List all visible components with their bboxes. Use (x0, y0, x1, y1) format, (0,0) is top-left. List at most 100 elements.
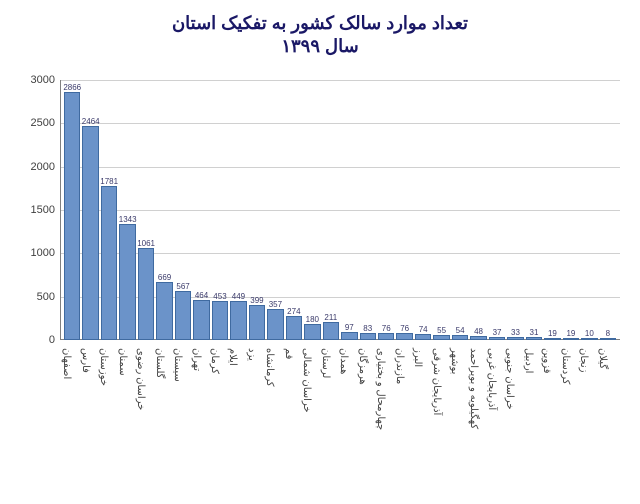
bar: 55 (433, 335, 449, 340)
bar-value-label: 1781 (100, 177, 118, 186)
bar-group: 37 (489, 337, 505, 340)
bar: 1343 (119, 224, 135, 340)
bar: 19 (544, 338, 560, 340)
bar: 669 (156, 282, 172, 340)
bar-group: 10 (581, 338, 597, 340)
bar-group: 453 (212, 301, 228, 340)
bar: 74 (415, 334, 431, 340)
y-tick-label: 2500 (31, 117, 55, 129)
bar: 211 (323, 322, 339, 340)
y-tick-label: 0 (49, 334, 55, 346)
bar-group: 33 (507, 337, 523, 340)
bar-group: 55 (433, 335, 449, 340)
bar-value-label: 453 (213, 292, 226, 301)
bar-group: 1343 (119, 224, 135, 340)
plot-area: 2866246417811343106166956746445344939935… (60, 80, 620, 340)
chart-container: تعداد موارد سالک کشور به تفکیک استان سال… (0, 0, 640, 504)
y-tick-label: 1000 (31, 247, 55, 259)
bar-group: 83 (360, 333, 376, 340)
bar: 1061 (138, 248, 154, 340)
y-tick-label: 500 (37, 291, 55, 303)
bar: 19 (563, 338, 579, 340)
bar-group: 449 (230, 301, 246, 340)
bar: 399 (249, 305, 265, 340)
bar-value-label: 37 (493, 328, 502, 337)
bar-value-label: 8 (606, 329, 610, 338)
bar-value-label: 33 (511, 328, 520, 337)
bar-value-label: 567 (176, 282, 189, 291)
bar: 453 (212, 301, 228, 340)
bar-group: 669 (156, 282, 172, 340)
bar: 8 (600, 338, 616, 340)
bar-value-label: 54 (456, 326, 465, 335)
bar: 449 (230, 301, 246, 340)
bar: 357 (267, 309, 283, 340)
bar-group: 180 (304, 324, 320, 340)
bar-value-label: 2866 (63, 83, 81, 92)
bar-group: 274 (286, 316, 302, 340)
bar-value-label: 180 (306, 315, 319, 324)
bar-value-label: 211 (324, 313, 337, 322)
bar-value-label: 357 (269, 300, 282, 309)
bar: 83 (360, 333, 376, 340)
y-tick-label: 2000 (31, 161, 55, 173)
bar: 2866 (64, 92, 80, 340)
y-tick-label: 1500 (31, 204, 55, 216)
bar: 54 (452, 335, 468, 340)
bar: 274 (286, 316, 302, 340)
bar-group: 54 (452, 335, 468, 340)
bar-group: 19 (544, 338, 560, 340)
bar-group: 2464 (82, 126, 98, 340)
bar: 31 (526, 337, 542, 340)
bar: 97 (341, 332, 357, 340)
bar: 10 (581, 338, 597, 340)
bar-value-label: 48 (474, 327, 483, 336)
bar-group: 211 (323, 322, 339, 340)
bar-value-label: 76 (382, 324, 391, 333)
bar-group: 567 (175, 291, 191, 340)
bars: 2866246417811343106166956746445344939935… (60, 80, 620, 340)
bar-group: 2866 (64, 92, 80, 340)
bar-value-label: 55 (437, 326, 446, 335)
bar-value-label: 97 (345, 323, 354, 332)
bar-group: 399 (249, 305, 265, 340)
bar-value-label: 1343 (119, 215, 137, 224)
bar-group: 74 (415, 334, 431, 340)
bar: 1781 (101, 186, 117, 340)
bar-group: 464 (193, 300, 209, 340)
bar-value-label: 399 (250, 296, 263, 305)
bar-value-label: 19 (566, 329, 575, 338)
bar-group: 357 (267, 309, 283, 340)
bar-value-label: 74 (419, 325, 428, 334)
chart-title: تعداد موارد سالک کشور به تفکیک استان سال… (0, 0, 640, 59)
bar-value-label: 83 (363, 324, 372, 333)
bar-group: 31 (526, 337, 542, 340)
bar-value-label: 669 (158, 273, 171, 282)
bar: 464 (193, 300, 209, 340)
bar-value-label: 464 (195, 291, 208, 300)
title-line-1: تعداد موارد سالک کشور به تفکیک استان (0, 12, 640, 35)
bar-group: 97 (341, 332, 357, 340)
bar: 48 (470, 336, 486, 340)
bar-value-label: 76 (400, 324, 409, 333)
bar-value-label: 1061 (137, 239, 155, 248)
bar: 567 (175, 291, 191, 340)
bar-value-label: 31 (530, 328, 539, 337)
bar-group: 48 (470, 336, 486, 340)
y-tick-label: 3000 (31, 74, 55, 86)
bar-group: 8 (600, 338, 616, 340)
bar: 76 (378, 333, 394, 340)
bar-group: 1781 (101, 186, 117, 340)
bar-group: 19 (563, 338, 579, 340)
bar-value-label: 10 (585, 329, 594, 338)
bar: 180 (304, 324, 320, 340)
bar-group: 76 (396, 333, 412, 340)
bar-value-label: 19 (548, 329, 557, 338)
bar-group: 76 (378, 333, 394, 340)
bar-value-label: 2464 (82, 117, 100, 126)
bar-value-label: 449 (232, 292, 245, 301)
bar: 76 (396, 333, 412, 340)
bar: 33 (507, 337, 523, 340)
bar-group: 1061 (138, 248, 154, 340)
bar-value-label: 274 (287, 307, 300, 316)
